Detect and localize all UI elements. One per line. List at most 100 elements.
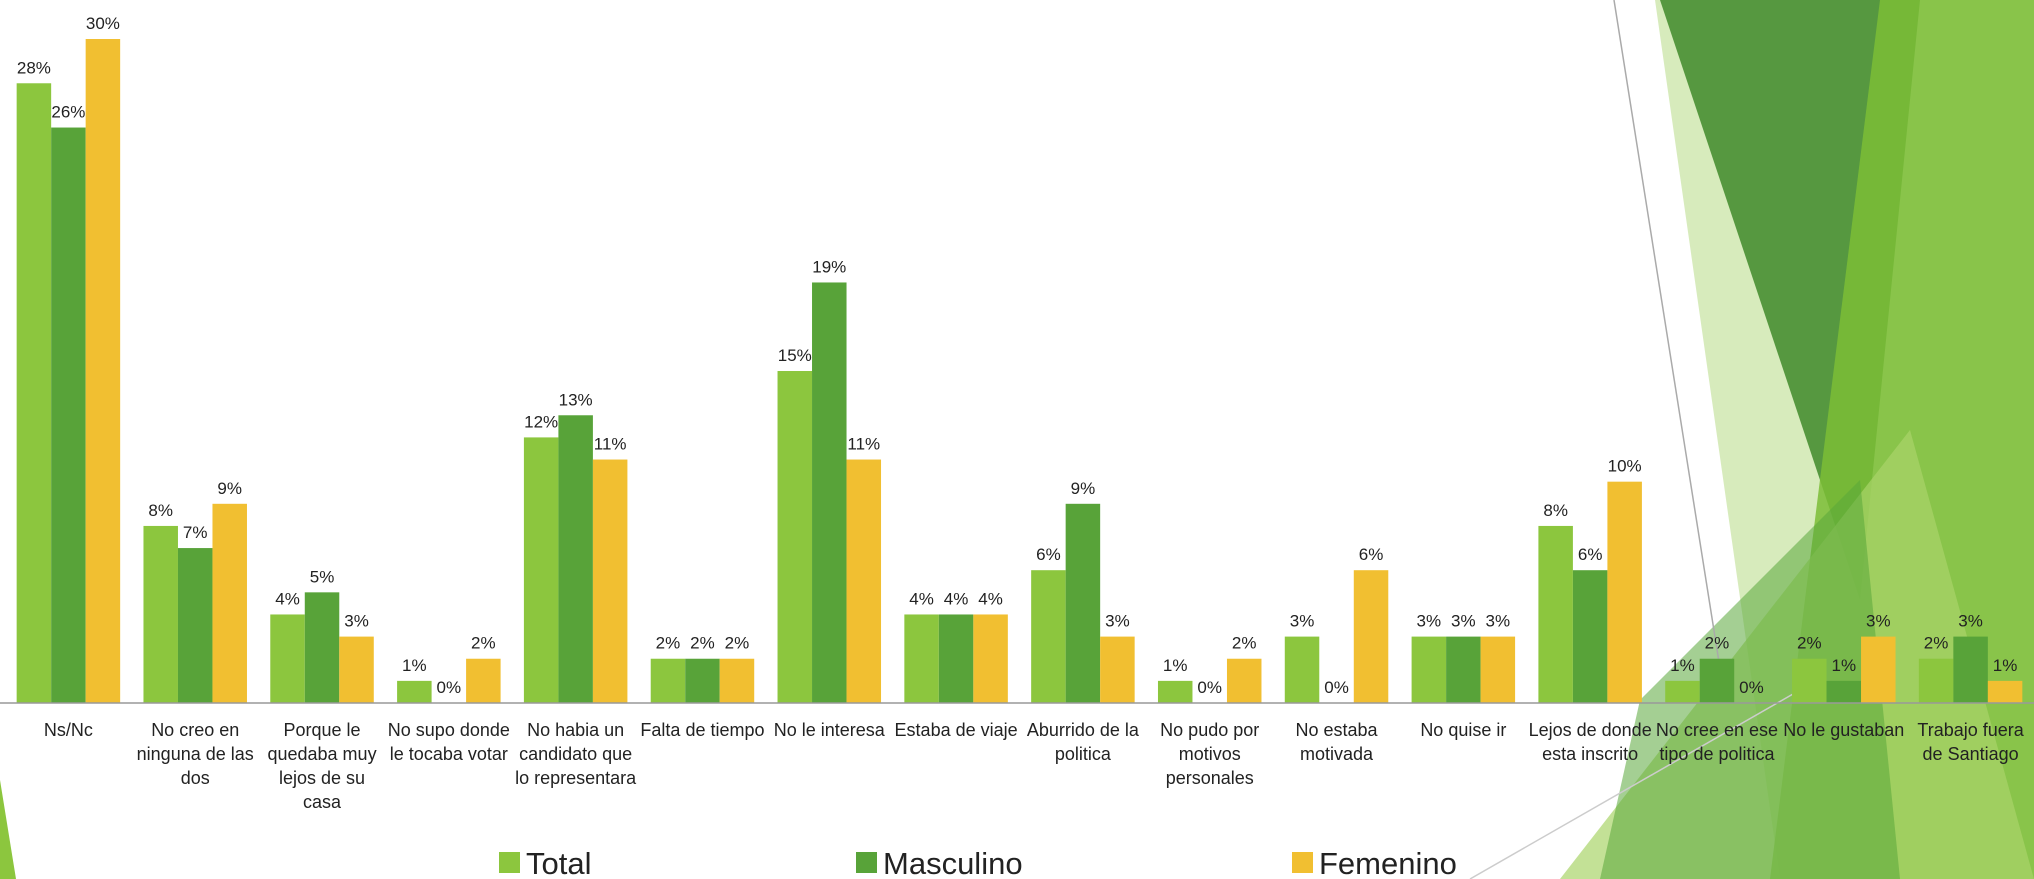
bar (339, 636, 374, 703)
bar (1157, 680, 1193, 703)
value-label: 2% (725, 634, 750, 653)
x-tick-label: Aburrido de la politica (1026, 720, 1139, 764)
x-tick-label: No quise ir (1420, 720, 1507, 740)
bar (1987, 680, 2023, 703)
bar (1226, 658, 1262, 703)
value-label: 10% (1608, 457, 1642, 476)
value-label: 9% (1071, 479, 1096, 498)
bar (904, 614, 939, 703)
legend-swatch (499, 852, 520, 873)
bar (1031, 570, 1066, 703)
bar (1065, 503, 1101, 703)
bar (777, 371, 813, 703)
bar (51, 127, 86, 704)
value-label: 6% (1036, 545, 1061, 564)
value-label: 6% (1578, 545, 1603, 564)
x-tick-label: No pudo por motivos personales (1160, 720, 1260, 788)
value-label: 3% (1105, 612, 1130, 631)
value-label: 13% (559, 390, 593, 409)
bar (719, 658, 755, 703)
bar (1699, 658, 1735, 703)
value-label: 3% (1417, 612, 1442, 631)
value-label: 11% (594, 435, 627, 454)
bar (1792, 658, 1827, 703)
x-tick-label: No supo donde le tocaba votar (387, 720, 510, 764)
bar (812, 282, 847, 703)
x-tick-label: No habia un candidato que lo representar… (515, 720, 637, 788)
value-label: 1% (1993, 656, 2018, 675)
bar (1826, 680, 1862, 703)
legend-label: Femenino (1319, 846, 1457, 879)
value-label: 2% (471, 634, 496, 653)
x-tick-label: Trabajo fuera de Santiago (1917, 720, 2024, 764)
value-label: 28% (17, 58, 51, 77)
x-tick-label: No estaba motivada (1295, 720, 1378, 764)
value-label: 0% (437, 678, 462, 697)
value-label: 7% (183, 523, 208, 542)
value-label: 15% (778, 346, 812, 365)
value-label: 0% (1739, 678, 1764, 697)
bar (1861, 636, 1896, 703)
bar (592, 459, 628, 703)
value-label: 2% (1797, 634, 1822, 653)
bar (685, 658, 720, 703)
x-tick-label: Porque le quedaba muy lejos de su casa (267, 720, 377, 812)
value-label: 3% (1290, 612, 1315, 631)
bar (16, 83, 52, 704)
bar (1411, 636, 1447, 703)
legend-label: Total (526, 846, 591, 879)
bar (523, 437, 559, 703)
value-label: 2% (1705, 634, 1730, 653)
value-label: 0% (1197, 678, 1222, 697)
value-label: 3% (1451, 612, 1476, 631)
value-label: 8% (1543, 501, 1568, 520)
value-label: 2% (690, 634, 715, 653)
value-label: 1% (1163, 656, 1188, 675)
bar (212, 503, 247, 703)
x-tick-label: Ns/Nc (43, 720, 93, 740)
value-label: 3% (1866, 612, 1891, 631)
value-label: 6% (1359, 545, 1384, 564)
value-label: 1% (1670, 656, 1695, 675)
bar (938, 614, 974, 703)
value-label: 1% (1831, 656, 1856, 675)
bar (1480, 636, 1516, 703)
bar (1572, 570, 1608, 703)
value-label: 9% (217, 479, 242, 498)
x-tick-label: No creo en ninguna de las dos (136, 720, 254, 788)
value-label: 2% (1924, 634, 1949, 653)
bar (1353, 570, 1389, 703)
bar (177, 548, 213, 703)
value-label: 4% (909, 589, 934, 608)
bar (1953, 636, 1988, 703)
value-label: 3% (1486, 612, 1511, 631)
value-label: 12% (524, 412, 558, 431)
value-label: 4% (275, 589, 300, 608)
x-tick-label: Falta de tiempo (640, 720, 765, 740)
value-label: 2% (1232, 634, 1257, 653)
value-label: 26% (51, 103, 85, 122)
bar (143, 525, 178, 703)
bar (558, 415, 593, 703)
x-tick-label: Estaba de viaje (894, 720, 1018, 740)
bar (1284, 636, 1320, 703)
bar (846, 459, 882, 703)
value-label: 2% (656, 634, 681, 653)
value-label: 4% (944, 589, 969, 608)
value-label: 1% (402, 656, 427, 675)
bar (270, 614, 305, 703)
value-label: 30% (86, 14, 120, 33)
value-label: 4% (978, 589, 1003, 608)
bar (1446, 636, 1481, 703)
bar (1538, 525, 1573, 703)
x-tick-label: No le gustaban (1783, 720, 1905, 740)
x-tick-label: No le interesa (773, 720, 885, 740)
value-label: 19% (812, 257, 846, 276)
bar (466, 658, 501, 703)
x-tick-label: No cree en ese tipo de politica (1655, 720, 1778, 764)
x-tick-label: Lejos de donde esta inscrito (1528, 720, 1652, 764)
value-label: 0% (1324, 678, 1349, 697)
bar (1100, 636, 1135, 703)
